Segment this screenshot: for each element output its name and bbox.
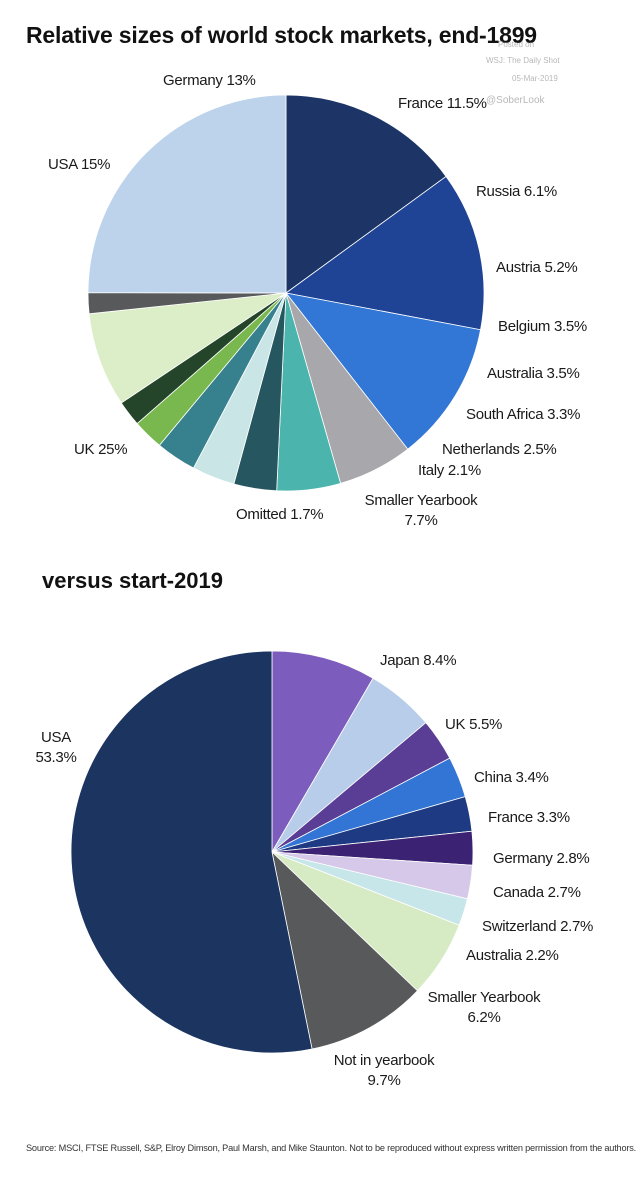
pie-2019-slice-japan-0 [271, 650, 374, 854]
pie-2019-slice-usa-10 [70, 650, 313, 1054]
source-note: Source: MSCI, FTSE Russell, S&P, Elroy D… [26, 1143, 636, 1153]
label-1899-uk: UK 25% [74, 441, 128, 458]
label-2019-smaller-yearbook-text: Smaller Yearbook 6.2% [427, 989, 541, 1026]
pie-2019 [70, 650, 474, 1054]
label-1899-usa: USA 15% [48, 156, 111, 173]
label-2019-canada: Canada 2.7% [493, 884, 581, 901]
label-1899-germany: Germany 13% [163, 72, 256, 89]
label-1899-smaller-yearbook-text: Smaller Yearbook 7.7% [364, 492, 478, 529]
chart-title-2019: versus start-2019 [42, 568, 224, 593]
pie-1899-slice-germany-1 [285, 175, 485, 331]
label-1899-south-africa: South Africa 3.3% [466, 406, 581, 423]
label-1899-smaller-yearbook: Smaller Yearbook 7.7% [360, 491, 482, 531]
label-2019-france: France 3.3% [488, 809, 570, 826]
label-2019-usa-text: USA 53.3% [35, 729, 77, 766]
label-2019-switzerland: Switzerland 2.7% [482, 918, 594, 935]
pie-1899-slice-smaller-10 [88, 292, 287, 404]
label-1899-netherlands: Netherlands 2.5% [442, 441, 557, 458]
pie-2019-slice-not-9 [271, 850, 418, 1050]
chart-title-1899: Relative sizes of world stock markets, e… [26, 22, 537, 48]
label-2019-not-in-yearbook-text: Not in yearbook 9.7% [333, 1052, 435, 1089]
label-1899-belgium: Belgium 3.5% [498, 318, 587, 335]
label-2019-australia: Australia 2.2% [466, 947, 559, 964]
pie-1899 [87, 94, 485, 492]
label-1899-austria: Austria 5.2% [496, 259, 578, 276]
label-2019-china: China 3.4% [474, 769, 549, 786]
watermark-date: 05-Mar-2019 [512, 74, 558, 83]
watermark-source: WSJ: The Daily Shot [486, 56, 560, 65]
label-1899-italy: Italy 2.1% [418, 462, 481, 479]
pie-1899-slice-uk-12 [87, 94, 287, 294]
pie-1899-slice-france-2 [285, 292, 482, 450]
label-1899-russia: Russia 6.1% [476, 183, 557, 200]
label-1899-australia: Australia 3.5% [487, 365, 580, 382]
label-2019-japan: Japan 8.4% [380, 652, 457, 669]
watermark-handle: @SoberLook [486, 95, 545, 106]
watermark-posted: Posted on [498, 40, 535, 49]
label-2019-uk: UK 5.5% [445, 716, 503, 733]
label-2019-not-in-yearbook: Not in yearbook 9.7% [322, 1051, 446, 1091]
pie-1899-slice-usa-0 [285, 94, 447, 294]
label-2019-germany: Germany 2.8% [493, 850, 590, 867]
label-2019-smaller-yearbook: Smaller Yearbook 6.2% [422, 988, 546, 1028]
label-1899-france: France 11.5% [398, 95, 487, 112]
label-2019-usa: USA 53.3% [16, 728, 96, 768]
label-1899-omitted: Omitted 1.7% [236, 506, 324, 523]
